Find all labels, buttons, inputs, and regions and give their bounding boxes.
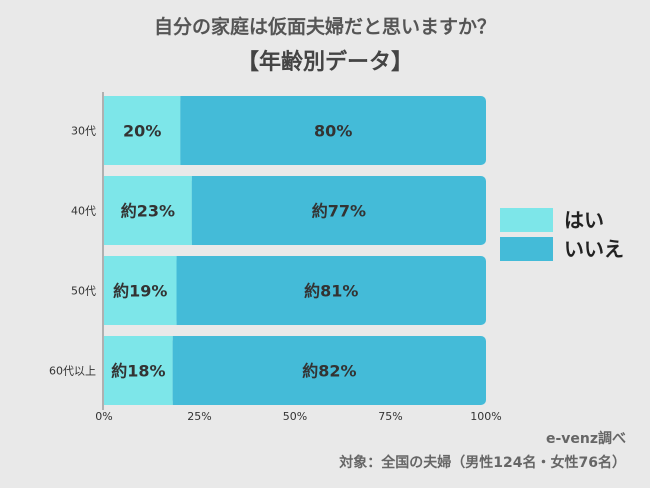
bar-segment-yes [104,256,177,325]
survey-target-note: 対象：全国の夫婦（男性124名・女性76名） [339,455,626,471]
data-label: 約81% [304,282,358,301]
x-tick-label: 0% [95,410,112,423]
category-label: 60代以上 [49,365,96,378]
x-tick-label: 50% [283,410,307,423]
bar-segment-no [180,96,486,165]
x-tick-label: 100% [470,410,501,423]
data-label: 約23% [121,202,175,221]
chart-subtitle: 【年齢別データ】 [236,50,413,75]
bar-segment-joint [180,96,187,165]
legend-swatch-no [500,237,553,261]
chart-title: 自分の家庭は仮面夫婦だと思いますか？ [153,16,496,38]
bar-segment-yes [104,96,181,165]
bar-segment-no [172,336,486,405]
bar-segment-no [191,176,487,245]
bar-segment-joint [191,176,198,245]
bar-segment-yes [104,176,192,245]
bar-segment-yes [104,336,173,405]
data-label: 80% [314,122,352,141]
legend-label: いいえ [564,237,624,261]
bar-segment-no [176,256,486,325]
data-label: 約82% [302,362,356,381]
data-label: 約77% [312,202,366,221]
x-tick-label: 75% [378,410,402,423]
category-label: 50代 [71,285,96,298]
data-label: 約18% [111,362,165,381]
bar-segment-joint [176,256,183,325]
bar-segment-joint [172,336,179,405]
x-tick-label: 25% [187,410,211,423]
legend-swatch-yes [500,208,553,232]
source-note: e-venz調べ [545,431,626,447]
category-label: 40代 [71,205,96,218]
data-label: 約19% [113,282,167,301]
legend-label: はい [564,208,604,232]
category-label: 30代 [71,125,96,138]
data-label: 20% [123,122,161,141]
